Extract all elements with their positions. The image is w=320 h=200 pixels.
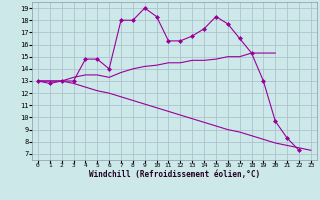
X-axis label: Windchill (Refroidissement éolien,°C): Windchill (Refroidissement éolien,°C) [89, 170, 260, 179]
